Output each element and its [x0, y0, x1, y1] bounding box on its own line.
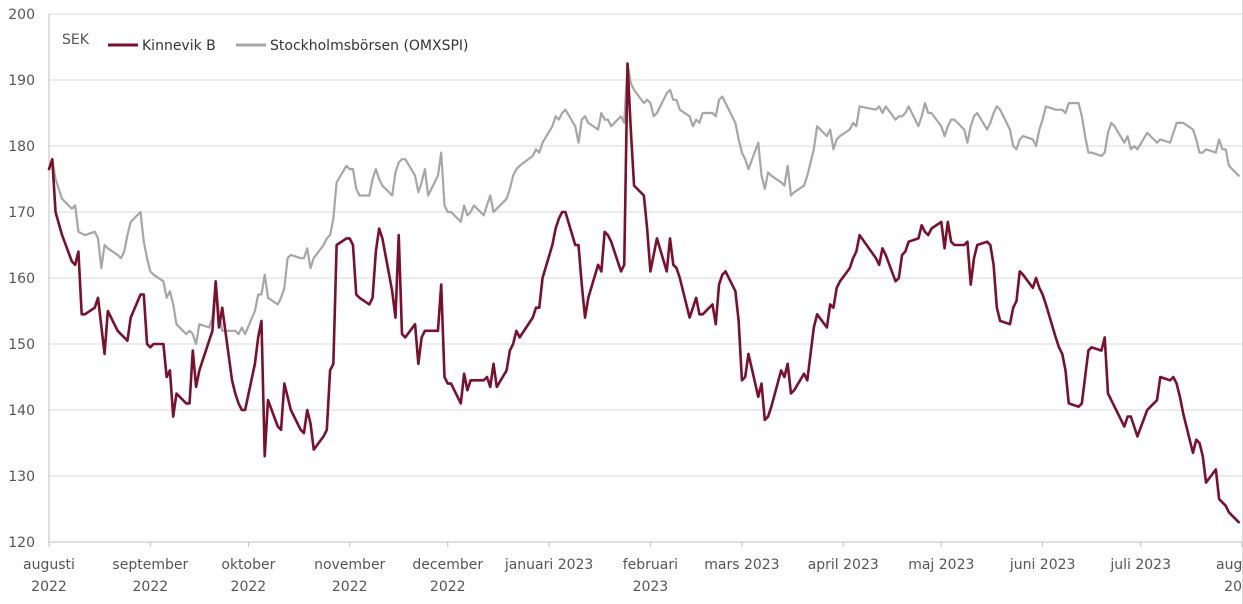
x-tick-label: mars 2023: [704, 557, 779, 573]
x-axis-tick-labels: augusti 2022 september 2022 oktober 2022 novem…: [23, 557, 1243, 595]
y-tick-label: 120: [8, 535, 35, 551]
y-tick-label: 130: [8, 469, 35, 485]
y-tick-label: 200: [8, 7, 35, 23]
x-tick-label: januari 2023: [504, 557, 594, 573]
y-tick-label: 140: [8, 403, 35, 419]
y-tick-label: 160: [8, 271, 35, 287]
x-tick-label: juni 2023: [1009, 557, 1076, 573]
x-tick-label-year: 2022: [430, 579, 466, 595]
y-axis-unit-label: SEK: [62, 32, 90, 48]
x-tick-label-year: 2022: [31, 579, 67, 595]
x-tick-label-year: 2022: [231, 579, 267, 595]
x-tick-label-year: 2023: [633, 579, 669, 595]
x-tick-label-year: 2022: [332, 579, 368, 595]
y-tick-label: 150: [8, 337, 35, 353]
x-tick-label: augusti: [23, 557, 75, 573]
series-line-kinnevik: [47, 62, 1241, 524]
legend-label-omxspi: Stockholmsbörsen (OMXSPI): [270, 38, 469, 54]
x-tick-label: april 2023: [808, 557, 879, 573]
x-tick-label: maj 2023: [908, 557, 974, 573]
x-tick-label: oktober: [221, 557, 275, 573]
x-tick-label-year: 2023: [1224, 579, 1243, 595]
legend-label-kinnevik: Kinnevik B: [142, 38, 216, 54]
x-tick-label: augusti: [1216, 557, 1243, 573]
x-tick-label: juli 2023: [1109, 557, 1171, 573]
y-tick-label: 180: [8, 139, 35, 155]
legend: Kinnevik B Stockholmsbörsen (OMXSPI): [108, 38, 469, 54]
y-tick-label: 170: [8, 205, 35, 221]
x-tick-label: november: [314, 557, 385, 573]
x-tick-label-year: 2022: [133, 579, 169, 595]
series-lines: [47, 62, 1241, 524]
series-line-omxspi: [47, 62, 1240, 346]
y-axis-tick-labels: 120 130 140 150 160 170 180 190 200: [8, 7, 35, 551]
y-tick-label: 190: [8, 73, 35, 89]
x-tick-label: december: [412, 557, 483, 573]
x-tick-label: februari: [623, 557, 678, 573]
x-tick-label: september: [112, 557, 188, 573]
